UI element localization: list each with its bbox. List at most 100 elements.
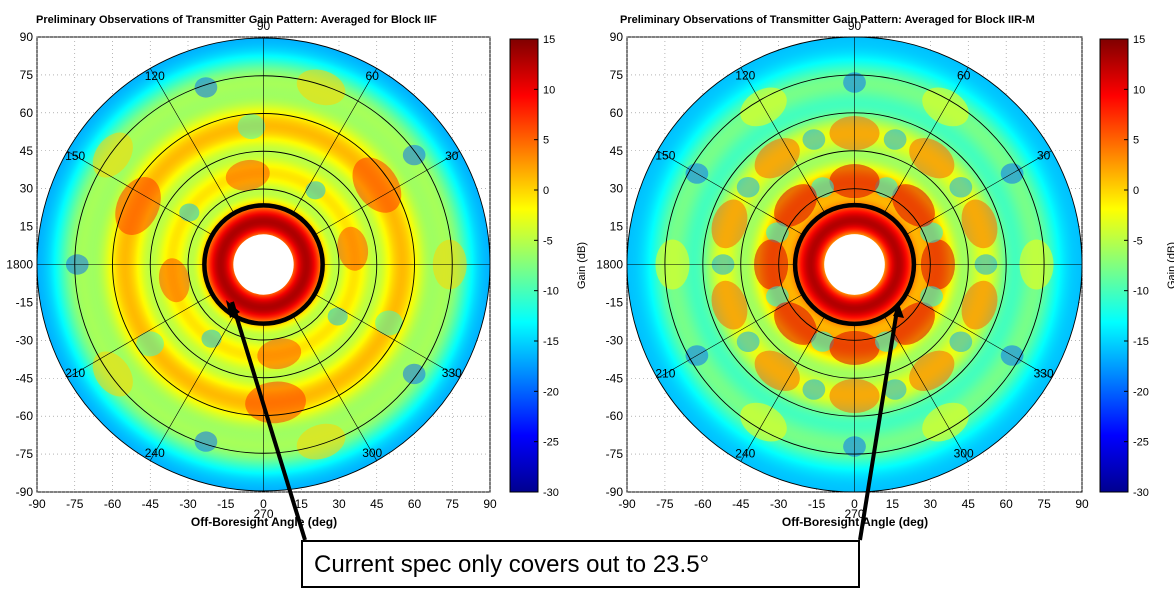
x-tick-label: -45 [142, 497, 160, 511]
azimuth-label: 60 [366, 69, 380, 83]
callout-arrowhead-left [226, 300, 240, 318]
x-tick-label: -45 [732, 497, 750, 511]
gain-null [875, 177, 898, 198]
azimuth-spoke [740, 67, 825, 213]
x-axis-label: Off-Boresight Angle (deg) [782, 515, 928, 529]
polar-plot-block-iif: Preliminary Observations of Transmitter … [6, 14, 588, 529]
y-tick-label: -30 [16, 333, 34, 347]
gain-null [402, 363, 426, 385]
gain-lobe [892, 302, 935, 345]
gain-lobe [774, 184, 817, 227]
gain-lobe [774, 302, 817, 345]
azimuth-label: 90 [257, 19, 271, 33]
gain-lobe [961, 199, 998, 249]
azimuth-spoke [149, 68, 234, 213]
y-tick-label: 30 [20, 182, 34, 196]
azimuth-label: 150 [65, 149, 85, 163]
azimuth-label: 90 [848, 19, 862, 33]
spec-limit-ring [202, 203, 325, 326]
azimuth-label: 60 [957, 68, 971, 82]
gain-lobe [754, 350, 800, 392]
colorbar-tick-label: -30 [1133, 487, 1149, 499]
gain-null [402, 144, 426, 166]
y-tick-label: -45 [16, 371, 34, 385]
inner-hole [233, 234, 294, 295]
callout-annotation: Current spec only covers out to 23.5° [226, 300, 904, 588]
colorbar-tick-label: -30 [543, 487, 559, 499]
azimuth-spoke [657, 150, 803, 235]
x-tick-label: -15 [217, 497, 235, 511]
x-tick-label: 75 [446, 497, 460, 511]
gain-null [375, 310, 403, 336]
colorbar-tick-label: 0 [1133, 185, 1139, 197]
colorbar-tick-label: -15 [1133, 336, 1149, 348]
gain-null [736, 177, 760, 198]
gain-null [949, 331, 973, 352]
azimuth-spoke [293, 68, 378, 213]
y-tick-label: 75 [20, 68, 34, 82]
azimuth-label: 30 [1037, 148, 1051, 162]
y-tick-label: 90 [20, 30, 34, 44]
x-tick-label: 30 [332, 497, 346, 511]
chart-title: Preliminary Observations of Transmitter … [36, 14, 437, 26]
y-tick-label: -90 [606, 485, 624, 499]
y-tick-label: 1800 [596, 258, 623, 272]
x-tick-label: -75 [656, 497, 674, 511]
chart-title: Preliminary Observations of Transmitter … [620, 14, 1035, 26]
inner-hole [824, 234, 885, 295]
azimuth-spoke [315, 294, 460, 379]
y-tick-label: 30 [610, 182, 624, 196]
x-tick-label: -75 [66, 497, 84, 511]
x-tick-label: 30 [924, 497, 938, 511]
azimuth-spoke [740, 316, 825, 462]
azimuth-label: 300 [362, 446, 382, 460]
azimuth-label: 210 [655, 367, 675, 381]
gain-null [194, 431, 218, 452]
colorbar-tick-label: -5 [1133, 235, 1143, 247]
x-tick-label: 45 [370, 497, 384, 511]
y-tick-label: -60 [606, 409, 624, 423]
x-tick-label: 60 [999, 497, 1013, 511]
azimuth-spoke [906, 150, 1052, 235]
y-tick-label: -60 [16, 409, 34, 423]
polar-plot-block-iir-m: Preliminary Observations of Transmitter … [596, 14, 1174, 529]
gain-null [802, 379, 826, 400]
gain-lobe [115, 177, 161, 235]
callout-arrow-left [230, 301, 307, 541]
colorbar-tick-label: 10 [543, 84, 555, 96]
azimuth-label: 330 [442, 366, 462, 380]
azimuth-spoke [884, 67, 969, 213]
colorbar-tick-label: -20 [543, 386, 559, 398]
gain-null [327, 307, 348, 326]
azimuth-label: 270 [253, 507, 273, 521]
y-tick-label: -45 [606, 371, 624, 385]
y-tick-label: 60 [610, 106, 624, 120]
y-tick-label: 15 [20, 220, 34, 234]
colorbar-tick-label: 5 [543, 135, 549, 147]
x-tick-label: 90 [483, 497, 497, 511]
x-tick-label: -90 [28, 497, 46, 511]
gain-lobe [909, 137, 955, 179]
x-tick-label: 90 [1075, 497, 1089, 511]
azimuth-spoke [67, 150, 212, 235]
colorbar-label: Gain (dB) [576, 242, 588, 289]
colorbar-tick-label: 15 [1133, 34, 1145, 46]
x-tick-label: 60 [408, 497, 422, 511]
gain-lobe [225, 159, 270, 191]
colorbar-tick-label: 5 [1133, 135, 1139, 147]
x-tick-label: 0 [851, 497, 858, 511]
gain-null [883, 379, 907, 400]
azimuth-label: 120 [145, 69, 165, 83]
azimuth-spoke [884, 316, 969, 462]
gain-null [883, 129, 907, 150]
colorbar-label: Gain (dB) [1166, 242, 1174, 289]
y-tick-label: -15 [16, 295, 34, 309]
x-tick-label: 15 [295, 497, 309, 511]
x-tick-label: -15 [808, 497, 826, 511]
x-tick-label: 15 [886, 497, 900, 511]
colorbar [509, 38, 539, 493]
callout-arrowhead-right [893, 304, 904, 318]
gain-null [194, 77, 218, 98]
colorbar-tick-label: 15 [543, 34, 555, 46]
x-tick-label: -60 [104, 497, 122, 511]
